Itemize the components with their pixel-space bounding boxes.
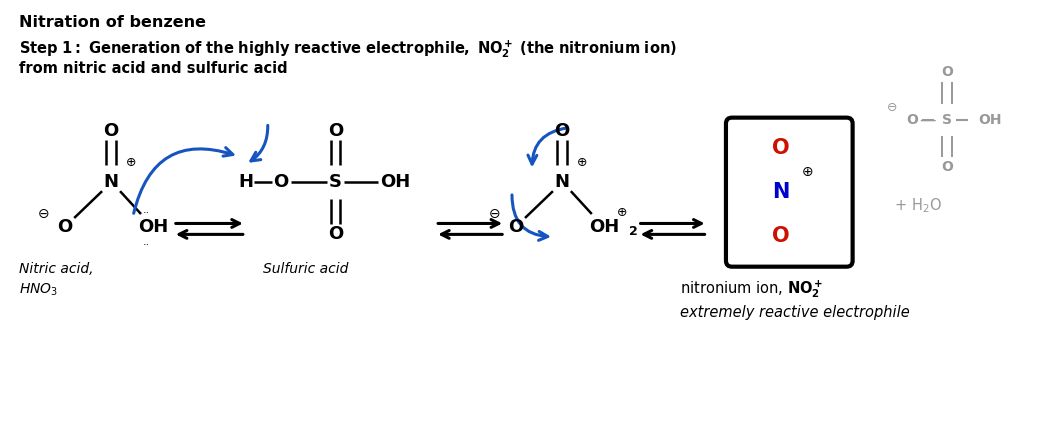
Text: ..: .. (142, 237, 149, 247)
Text: ⊕: ⊕ (617, 206, 627, 219)
Text: ..: .. (142, 205, 149, 215)
Text: S: S (329, 173, 342, 191)
Text: $\it{HNO_3}$: $\it{HNO_3}$ (20, 282, 58, 298)
Text: O: O (508, 218, 524, 236)
Text: N: N (773, 182, 790, 202)
Text: 2: 2 (628, 225, 638, 238)
Text: ⊖: ⊖ (489, 207, 500, 221)
Text: OH: OH (978, 113, 1001, 127)
Text: ⊖: ⊖ (886, 101, 897, 114)
Text: ⊕: ⊕ (802, 165, 813, 179)
Text: N: N (103, 173, 119, 191)
Text: $\bf{Step\ 1:\ Generation\ of\ the\ highly\ reactive\ electrophile,\ NO_2^+\ (th: $\bf{Step\ 1:\ Generation\ of\ the\ high… (20, 38, 678, 60)
Text: $+\ \mathrm{H_2O}$: $+\ \mathrm{H_2O}$ (894, 197, 942, 215)
Text: O: O (773, 226, 790, 246)
Text: O: O (941, 65, 953, 79)
Text: O: O (554, 122, 570, 140)
FancyBboxPatch shape (726, 118, 853, 266)
Text: N: N (554, 173, 569, 191)
Text: O: O (328, 225, 343, 243)
Text: S: S (942, 113, 952, 127)
Text: Sulfuric acid: Sulfuric acid (263, 262, 348, 276)
Text: extremely reactive electrophile: extremely reactive electrophile (680, 306, 909, 320)
Text: ⊕: ⊕ (576, 156, 587, 169)
Text: OH: OH (589, 218, 619, 236)
Text: H: H (238, 173, 254, 191)
Text: OH: OH (138, 218, 168, 236)
Text: O: O (103, 122, 119, 140)
Text: Nitration of benzene: Nitration of benzene (20, 15, 207, 30)
Text: ⊖: ⊖ (38, 207, 49, 221)
Text: —: — (920, 111, 936, 128)
Text: O: O (274, 173, 288, 191)
Text: O: O (941, 160, 953, 174)
Text: O: O (328, 122, 343, 140)
Text: ⊕: ⊕ (125, 156, 137, 169)
Text: nitronium ion, $\mathbf{NO_2^+}$: nitronium ion, $\mathbf{NO_2^+}$ (680, 279, 823, 300)
Text: Nitric acid,: Nitric acid, (20, 262, 94, 276)
Text: OH: OH (380, 173, 410, 191)
Text: from nitric acid and sulfuric acid: from nitric acid and sulfuric acid (20, 61, 288, 76)
Text: O: O (57, 218, 73, 236)
Text: O: O (773, 138, 790, 158)
Text: O: O (906, 113, 918, 127)
